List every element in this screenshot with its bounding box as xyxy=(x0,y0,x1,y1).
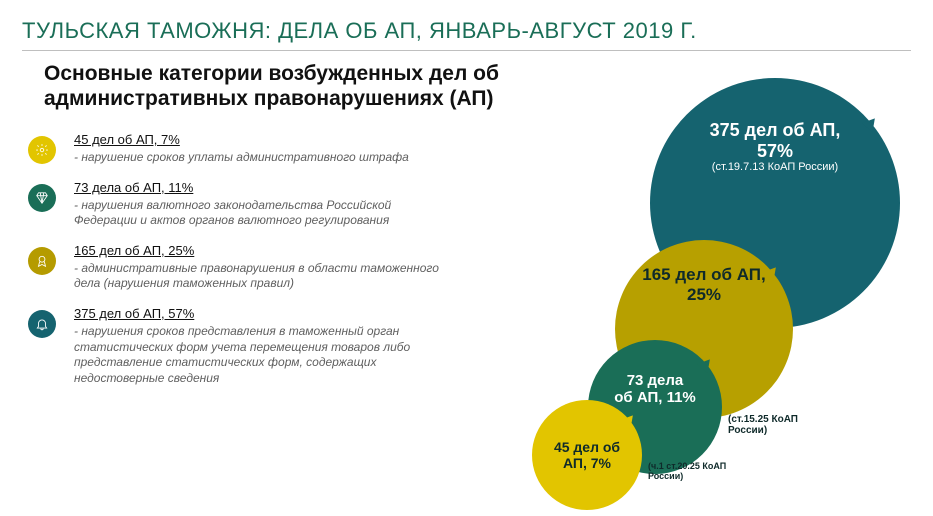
diamond-icon xyxy=(28,184,56,212)
bubble-chart: 375 дел об АП,57%(ст.19.7.13 КоАП России… xyxy=(470,60,930,510)
category-desc: - административные правонарушения в обла… xyxy=(74,261,448,292)
title-divider xyxy=(22,50,911,51)
category-desc: - нарушение сроков уплаты административн… xyxy=(74,150,448,166)
categories-list: 45 дел об АП, 7% - нарушение сроков упла… xyxy=(28,132,448,400)
category-desc: - нарушения валютного законодательства Р… xyxy=(74,198,448,229)
category-head: 165 дел об АП, 25% xyxy=(74,243,448,258)
badge-icon xyxy=(28,247,56,275)
category-head: 73 дела об АП, 11% xyxy=(74,180,448,195)
category-head: 45 дел об АП, 7% xyxy=(74,132,448,147)
bubble-side-label: (ч.1 ст.20.25 КоАП России) xyxy=(648,461,758,482)
gear-icon xyxy=(28,136,56,164)
category-item: 73 дела об АП, 11% - нарушения валютного… xyxy=(28,180,448,229)
category-item: 375 дел об АП, 57% - нарушения сроков пр… xyxy=(28,306,448,386)
category-item: 165 дел об АП, 25% - административные пр… xyxy=(28,243,448,292)
page-title: ТУЛЬСКАЯ ТАМОЖНЯ: ДЕЛА ОБ АП, ЯНВАРЬ-АВГ… xyxy=(0,0,933,50)
category-head: 375 дел об АП, 57% xyxy=(74,306,448,321)
bell-icon xyxy=(28,310,56,338)
category-item: 45 дел об АП, 7% - нарушение сроков упла… xyxy=(28,132,448,166)
bubble-side-label: (ст.15.25 КоАП России) xyxy=(728,414,838,437)
category-desc: - нарушения сроков представления в тамож… xyxy=(74,324,448,386)
